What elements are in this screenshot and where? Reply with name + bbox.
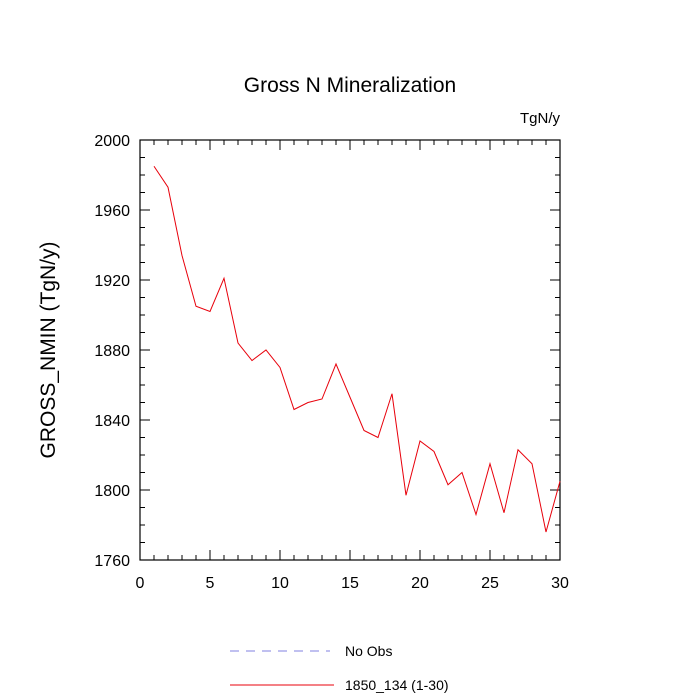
x-tick-label: 25 — [481, 575, 499, 592]
y-axis-label: GROSS_NMIN (TgN/y) — [37, 241, 60, 458]
legend: No Obs 1850_134 (1-30) — [230, 643, 449, 693]
axis-ticks — [139, 139, 561, 561]
x-tick-label: 20 — [411, 575, 429, 592]
y-tick-label: 1760 — [94, 553, 130, 570]
series-group — [153, 165, 561, 533]
x-tick-label: 0 — [136, 575, 145, 592]
x-tick-label: 15 — [341, 575, 359, 592]
axis-tick-labels: 0 5 10 15 20 25 30 1760 1800 1840 1880 1920 1960 2000 — [94, 133, 569, 592]
series-line — [153, 165, 561, 533]
x-tick-label: 30 — [551, 575, 569, 592]
y-tick-label: 1960 — [94, 203, 130, 220]
y-tick-label: 1920 — [94, 273, 130, 290]
y-tick-label: 1880 — [94, 343, 130, 360]
chart-title: Gross N Mineralization — [244, 74, 456, 97]
y-tick-label: 1840 — [94, 413, 130, 430]
y-tick-label: 1800 — [94, 483, 130, 500]
units-label: TgN/y — [520, 110, 561, 127]
y-tick-label: 2000 — [94, 133, 130, 150]
legend-label: No Obs — [345, 643, 392, 659]
x-tick-label: 10 — [271, 575, 289, 592]
plot-frame — [139, 139, 561, 561]
x-tick-label: 5 — [206, 575, 215, 592]
legend-label: 1850_134 (1-30) — [345, 677, 449, 693]
